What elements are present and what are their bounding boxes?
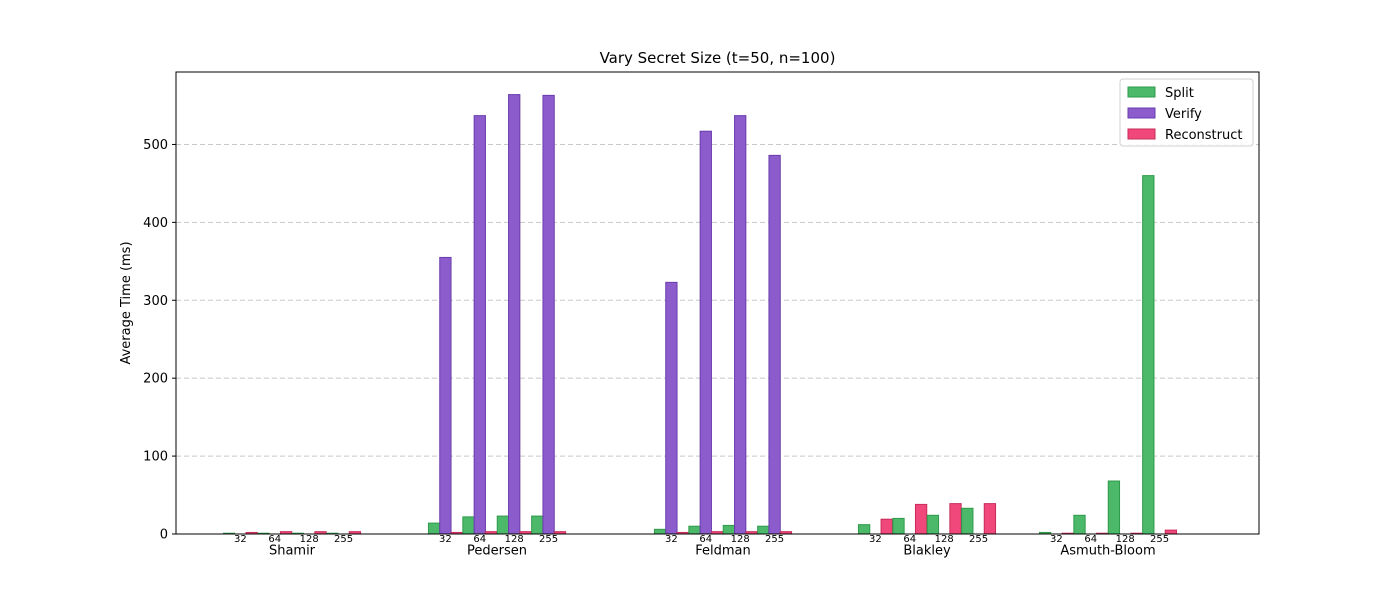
bar-split-pedersen-32 [427, 522, 441, 535]
bar-split-pedersen-64 [462, 516, 475, 535]
bar-verify-pedersen-32 [439, 256, 452, 535]
bar-split-blakley-32 [857, 524, 871, 535]
chart-title: Vary Secret Size (t=50, n=100) [600, 49, 836, 67]
bar-reconstruct-blakley-255 [983, 503, 997, 535]
bar-split-pedersen-128 [496, 515, 510, 535]
group-label: Asmuth-Bloom [1060, 544, 1155, 559]
bar-split-blakley-64 [892, 517, 905, 535]
bar-verify-pedersen-128 [508, 94, 521, 535]
legend-swatch-split [1127, 86, 1156, 98]
bar-verify-pedersen-64 [473, 115, 486, 535]
y-tick-label: 400 [143, 216, 168, 231]
secret-size-label: 32 [234, 534, 247, 545]
bar-verify-feldman-64 [699, 130, 712, 535]
secret-size-label: 128 [935, 534, 954, 545]
bar-verify-feldman-32 [665, 281, 678, 535]
bar-split-pedersen-255 [531, 515, 544, 535]
bar-verify-feldman-255 [768, 154, 781, 535]
legend-label-verify: Verify [1165, 107, 1202, 122]
legend-swatch-verify [1127, 107, 1156, 119]
bar-split-asmuth-bloom-255 [1142, 175, 1155, 535]
y-tick-label: 0 [160, 528, 168, 543]
secret-size-label: 32 [665, 534, 678, 545]
bar-split-feldman-255 [757, 525, 770, 535]
bar-split-blakley-128 [926, 514, 940, 535]
secret-size-label: 255 [969, 534, 988, 545]
bar-verify-feldman-128 [734, 115, 747, 535]
bar-reconstruct-blakley-128 [949, 503, 962, 535]
secret-size-label: 64 [699, 534, 712, 545]
secret-size-label: 64 [473, 534, 486, 545]
group-label: Shamir [269, 544, 316, 559]
group-label: Pedersen [467, 544, 527, 559]
secret-size-label: 255 [539, 534, 558, 545]
y-axis-ticks: 0 100 200 300 400 500 [143, 138, 176, 543]
secret-size-label: 128 [300, 534, 319, 545]
legend-label-reconstruct: Reconstruct [1165, 128, 1243, 143]
x-axis-labels: 32 64 128 255 Shamir 32 64 128 255 Pedersen 32 64 12… [234, 534, 1169, 559]
bar-split-asmuth-bloom-64 [1073, 514, 1086, 535]
legend: Split Verify Reconstruct [1119, 78, 1254, 147]
secret-size-label: 32 [869, 534, 882, 545]
y-tick-label: 200 [143, 372, 168, 387]
secret-size-label: 128 [1116, 534, 1135, 545]
bar-split-feldman-128 [722, 524, 736, 535]
secret-size-label: 32 [439, 534, 452, 545]
secret-size-label: 64 [268, 534, 281, 545]
bar-split-feldman-64 [688, 525, 701, 535]
secret-size-label: 64 [903, 534, 916, 545]
secret-size-label: 32 [1050, 534, 1063, 545]
group-label: Feldman [695, 544, 751, 559]
plot-frame [175, 71, 1260, 535]
secret-size-label: 255 [1150, 534, 1169, 545]
grid-lines [176, 143, 1259, 457]
bar-reconstruct-blakley-64 [914, 503, 928, 535]
secret-size-label: 255 [334, 534, 353, 545]
y-tick-label: 500 [143, 138, 168, 153]
bar-verify-pedersen-255 [542, 94, 555, 535]
group-label: Blakley [903, 544, 951, 559]
bar-split-asmuth-bloom-128 [1107, 480, 1121, 535]
secret-size-label: 128 [731, 534, 750, 545]
y-tick-label: 100 [143, 450, 168, 465]
secret-size-label: 64 [1084, 534, 1097, 545]
legend-label-split: Split [1165, 86, 1194, 101]
secret-size-label: 255 [765, 534, 784, 545]
secret-size-label: 128 [505, 534, 524, 545]
legend-swatch-reconstruct [1127, 128, 1156, 140]
bars [222, 94, 1178, 535]
bar-reconstruct-blakley-32 [880, 518, 893, 535]
bar-split-blakley-255 [961, 507, 974, 535]
y-axis-label: Average Time (ms) [119, 241, 134, 364]
y-tick-label: 300 [143, 294, 168, 309]
